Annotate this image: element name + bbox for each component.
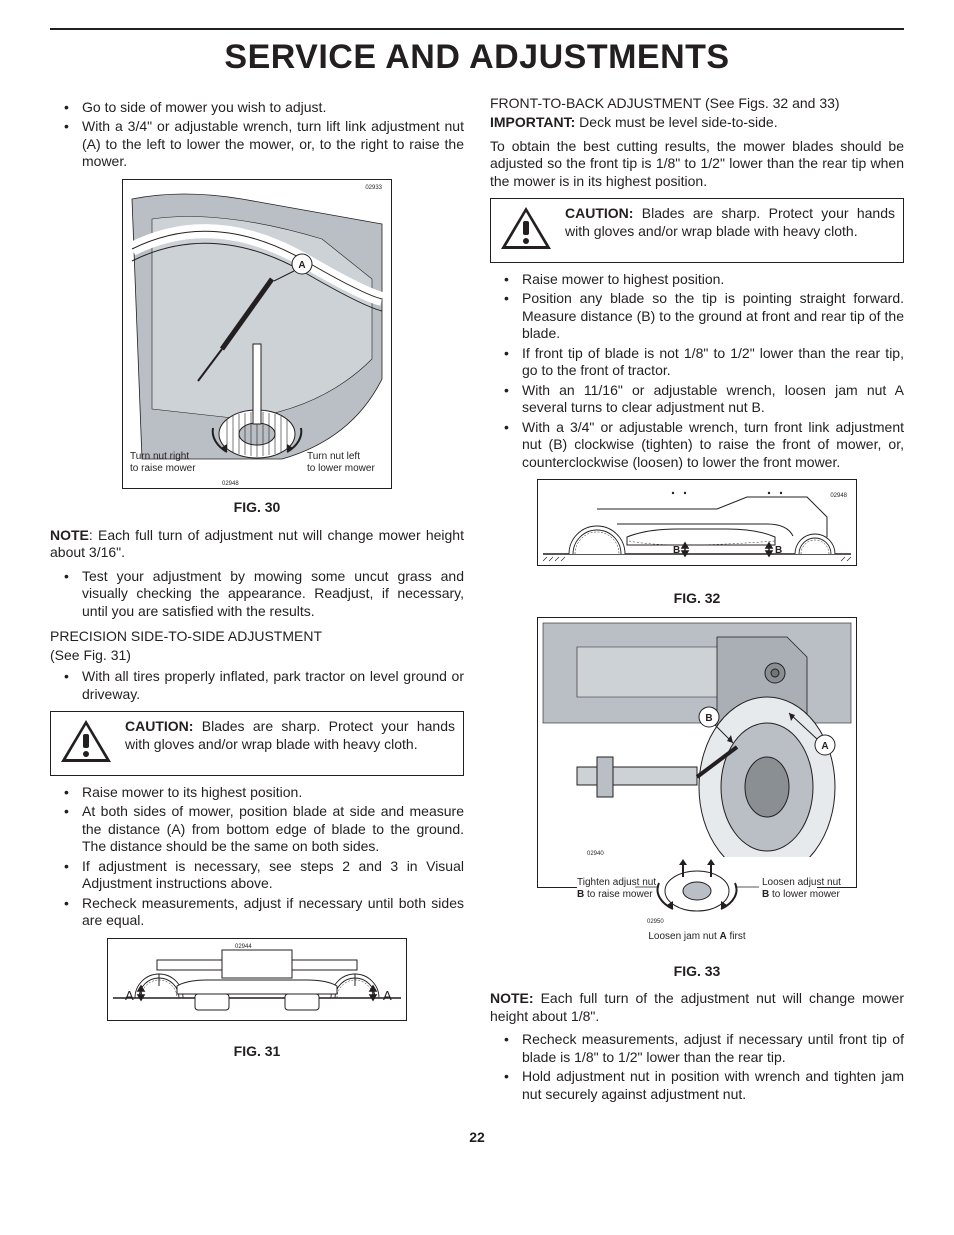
figure-33: B A 02940 [490,617,904,957]
precision-bullets2: Raise mower to its highest position. At … [50,784,464,930]
fig30-label-left-1: Turn nut left [307,451,360,462]
fig33-label-b: B [705,713,712,724]
ftb-para1: To obtain the best cutting results, the … [490,138,904,191]
list-item: With all tires properly inflated, park t… [64,668,464,703]
right-column: FRONT-TO-BACK ADJUSTMENT (See Figs. 32 a… [490,95,904,1112]
fig33-part-b: 02950 [647,919,664,925]
note-text: : Each full turn of adjustment nut will … [50,527,464,561]
list-item: Recheck measurements, adjust if necessar… [64,895,464,930]
important-line: IMPORTANT: Deck must be level side-to-si… [490,114,904,132]
fig30-part-bottom: 02948 [222,481,239,487]
warning-icon [499,205,553,256]
fig31-svg: 02944 [107,938,407,1033]
list-item: At both sides of mower, position blade a… [64,803,464,856]
fig30-label-left-2: to lower mower [307,463,375,474]
fig30-svg: 02933 A [122,179,392,489]
list-item: Position any blade so the tip is pointin… [504,290,904,343]
fig32-b-right: B [775,545,782,556]
left-column: Go to side of mower you wish to adjust. … [50,95,464,1112]
caution-box-left: CAUTION: Blades are sharp. Protect your … [50,711,464,776]
fig33-jamnut: Loosen jam nut A first [648,931,746,942]
page-title: SERVICE AND ADJUSTMENTS [50,36,904,79]
fig33-tighten2: B to raise mower [577,889,653,900]
list-item: Go to side of mower you wish to adjust. [64,99,464,117]
caution-text-wrap: CAUTION: Blades are sharp. Protect your … [565,205,895,240]
ftb-bullets1: Raise mower to highest position. Positio… [490,271,904,472]
left-top-bullets: Go to side of mower you wish to adjust. … [50,99,464,171]
figure-30: 02933 A [50,179,464,494]
precision-heading: PRECISION SIDE-TO-SIDE ADJUSTMENT [50,628,464,646]
fig33-label-a: A [821,741,828,752]
fig33-svg: B A 02940 [537,617,857,952]
precision-bullet1: With all tires properly inflated, park t… [50,668,464,703]
list-item: If adjustment is necessary, see steps 2 … [64,858,464,893]
caution-label: CAUTION: [565,205,633,221]
fig33-tighten1: Tighten adjust nut [577,877,656,888]
fig33-loosen2: B to lower mower [762,889,840,900]
page-number: 22 [50,1129,904,1147]
caution-label: CAUTION: [125,718,193,734]
list-item: If front tip of blade is not 1/8" to 1/2… [504,345,904,380]
fig32-partno: 02948 [830,493,847,499]
fig31-caption: FIG. 31 [50,1043,464,1061]
fig30-label-right-2: to raise mower [130,463,196,474]
note-2: NOTE: Each full turn of the adjustment n… [490,990,904,1025]
list-item: With a 3/4" or adjustable wrench, turn f… [504,419,904,472]
list-item: With an 11/16" or adjustable wrench, loo… [504,382,904,417]
list-item: Recheck measurements, adjust if necessar… [504,1031,904,1066]
figure-31: 02944 [50,938,464,1038]
important-text: Deck must be level side-to-side. [575,114,777,130]
fig30-part-top: 02933 [365,185,382,191]
note-1: NOTE: Each full turn of adjustment nut w… [50,527,464,562]
warning-icon [59,718,113,769]
fig33-loosen1: Loosen adjust nut [762,877,841,888]
figure-32: 02948 [490,479,904,584]
fig33-caption: FIG. 33 [490,963,904,981]
list-item: With a 3/4" or adjustable wrench, turn l… [64,118,464,171]
fig31-label-a-right: A [383,988,392,1003]
ftb-bullets2: Recheck measurements, adjust if necessar… [490,1031,904,1103]
fig32-caption: FIG. 32 [490,590,904,608]
precision-sub: (See Fig. 31) [50,647,464,665]
note1-bullet-list: Test your adjustment by mowing some uncu… [50,568,464,621]
fig32-b-left: B [673,545,680,556]
list-item: Hold adjustment nut in position with wre… [504,1068,904,1103]
fig30-caption: FIG. 30 [50,499,464,517]
fig30-label-right-1: Turn nut right [130,451,189,462]
ftb-heading: FRONT-TO-BACK ADJUSTMENT (See Figs. 32 a… [490,95,904,113]
fig31-partno: 02944 [235,944,252,950]
two-column-layout: Go to side of mower you wish to adjust. … [50,95,904,1112]
list-item: Raise mower to highest position. [504,271,904,289]
note2-label: NOTE: [490,990,534,1006]
fig30-label-a: A [298,260,305,271]
note-label: NOTE [50,527,89,543]
caution-box-right: CAUTION: Blades are sharp. Protect your … [490,198,904,263]
fig32-svg: 02948 [537,479,857,579]
list-item: Raise mower to its highest position. [64,784,464,802]
fig31-label-a-left: A [125,988,134,1003]
list-item: Test your adjustment by mowing some uncu… [64,568,464,621]
fig33-part-a: 02940 [587,851,604,857]
important-label: IMPORTANT: [490,114,575,130]
top-rule [50,28,904,30]
note2-text: Each full turn of the adjustment nut wil… [490,990,904,1024]
caution-text-wrap: CAUTION: Blades are sharp. Protect your … [125,718,455,753]
